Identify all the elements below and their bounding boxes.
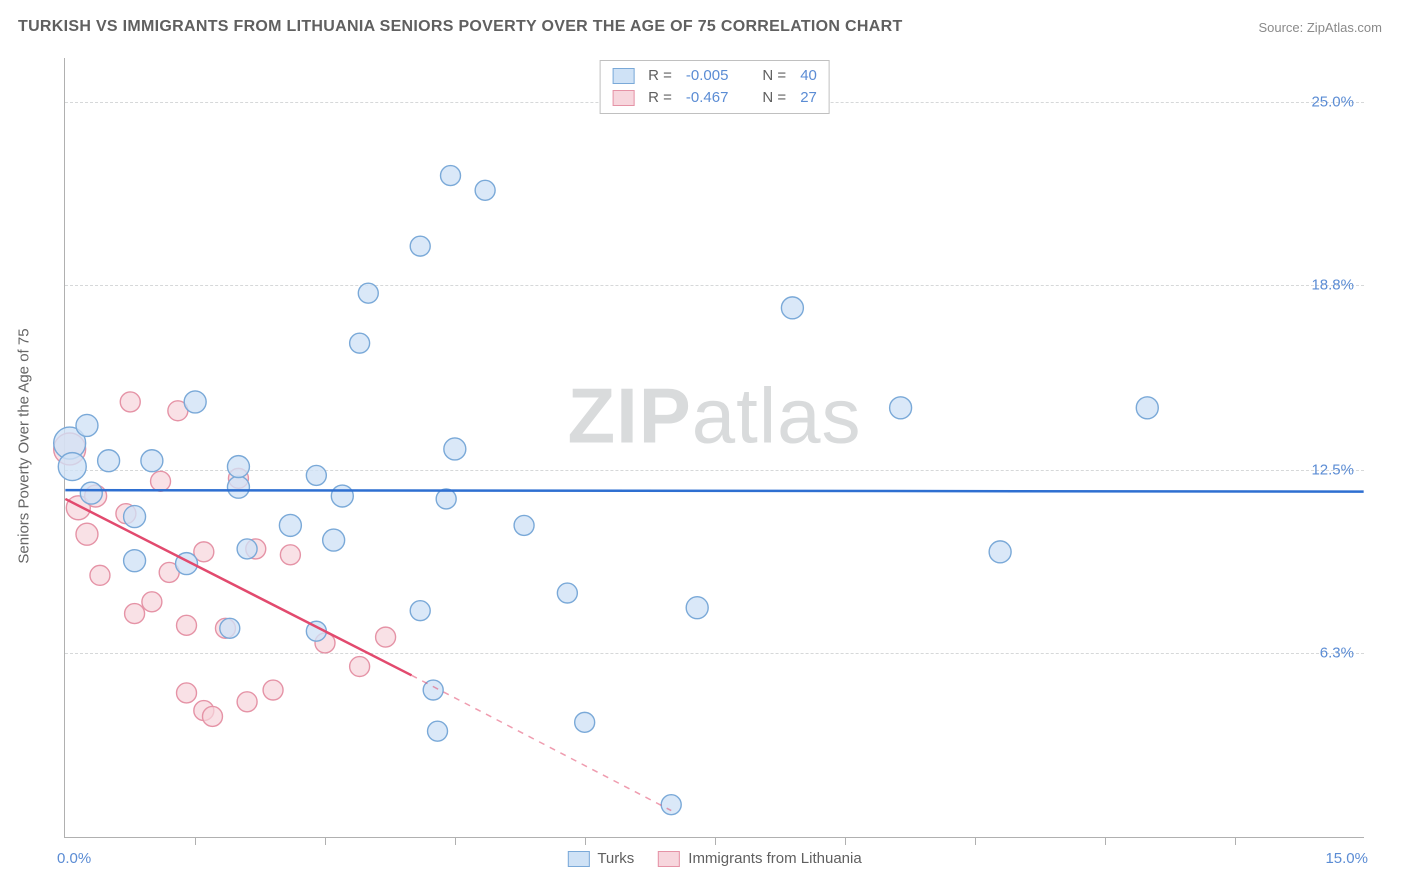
legend-item-turks: Turks	[567, 850, 634, 867]
turks-point	[227, 456, 249, 478]
turks-point	[436, 489, 456, 509]
trendline-turks	[65, 490, 1363, 491]
chart-title: TURKISH VS IMMIGRANTS FROM LITHUANIA SEN…	[18, 18, 903, 36]
turks-point	[350, 333, 370, 353]
turks-point	[279, 514, 301, 536]
header-row: TURKISH VS IMMIGRANTS FROM LITHUANIA SEN…	[18, 18, 1382, 36]
turks-point	[410, 236, 430, 256]
turks-point	[890, 397, 912, 419]
turks-point	[989, 541, 1011, 563]
source-prefix: Source:	[1258, 20, 1306, 35]
trendline-lithuania-dashed	[412, 675, 672, 810]
turks-point	[410, 601, 430, 621]
x-tick	[715, 837, 716, 845]
lithuania-point	[263, 680, 283, 700]
turks-point	[58, 453, 86, 481]
turks-point	[514, 515, 534, 535]
turks-point	[227, 476, 249, 498]
lithuania-point	[90, 565, 110, 585]
turks-point	[306, 465, 326, 485]
swatch-lithuania	[658, 851, 680, 867]
turks-point	[331, 485, 353, 507]
turks-point	[661, 795, 681, 815]
series-label-lithuania: Immigrants from Lithuania	[688, 850, 861, 867]
turks-point	[184, 391, 206, 413]
legend-item-lithuania: Immigrants from Lithuania	[658, 850, 861, 867]
lithuania-point	[280, 545, 300, 565]
turks-point	[686, 597, 708, 619]
turks-point	[475, 180, 495, 200]
turks-point	[575, 712, 595, 732]
x-tick	[325, 837, 326, 845]
x-tick	[585, 837, 586, 845]
source-attribution: Source: ZipAtlas.com	[1258, 20, 1382, 35]
scatter-svg	[65, 58, 1364, 837]
x-tick	[1105, 837, 1106, 845]
lithuania-point	[151, 471, 171, 491]
x-axis-min-label: 0.0%	[57, 850, 91, 867]
turks-point	[441, 166, 461, 186]
lithuania-point	[177, 683, 197, 703]
turks-point	[781, 297, 803, 319]
turks-point	[444, 438, 466, 460]
lithuania-point	[76, 523, 98, 545]
chart-plot-area: ZIPatlas 6.3%12.5%18.8%25.0% 0.0% 15.0% …	[64, 58, 1364, 838]
turks-point	[124, 550, 146, 572]
x-axis-max-label: 15.0%	[1325, 850, 1368, 867]
turks-point	[124, 506, 146, 528]
x-tick	[845, 837, 846, 845]
lithuania-point	[142, 592, 162, 612]
turks-point	[220, 618, 240, 638]
x-tick	[1235, 837, 1236, 845]
turks-point	[80, 482, 102, 504]
lithuania-point	[125, 604, 145, 624]
lithuania-point	[237, 692, 257, 712]
turks-point	[323, 529, 345, 551]
swatch-turks	[567, 851, 589, 867]
y-axis-title: Seniors Poverty Over the Age of 75	[16, 328, 33, 563]
turks-point	[141, 450, 163, 472]
lithuania-point	[202, 706, 222, 726]
turks-point	[1136, 397, 1158, 419]
lithuania-point	[350, 657, 370, 677]
turks-point	[557, 583, 577, 603]
lithuania-point	[376, 627, 396, 647]
source-name: ZipAtlas.com	[1307, 20, 1382, 35]
turks-point	[98, 450, 120, 472]
trendline-lithuania-solid	[65, 499, 411, 675]
turks-point	[358, 283, 378, 303]
series-label-turks: Turks	[597, 850, 634, 867]
x-tick	[455, 837, 456, 845]
lithuania-point	[177, 615, 197, 635]
turks-point	[237, 539, 257, 559]
x-tick	[195, 837, 196, 845]
x-tick	[975, 837, 976, 845]
turks-point	[76, 414, 98, 436]
series-legend: Turks Immigrants from Lithuania	[567, 850, 861, 867]
lithuania-point	[120, 392, 140, 412]
turks-point	[428, 721, 448, 741]
